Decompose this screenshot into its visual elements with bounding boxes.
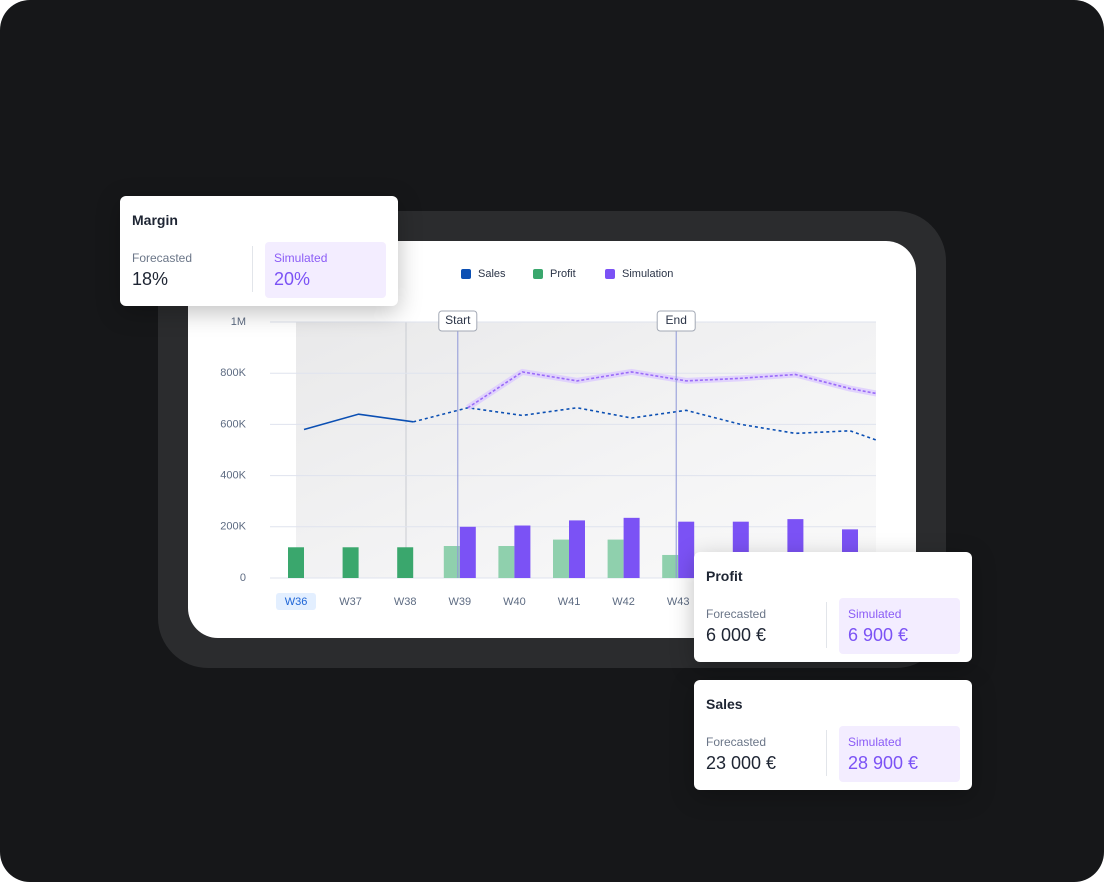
forecast-label: Forecasted [132, 251, 193, 265]
x-tick-label: W36 [285, 596, 308, 608]
y-tick-label: 200K [220, 521, 246, 533]
x-tick-label: W39 [448, 596, 471, 608]
marker-label: Start [445, 313, 471, 327]
profit-bar [342, 547, 359, 578]
simulation-bar [459, 526, 476, 578]
legend-label: Simulation [622, 268, 673, 280]
simulation-bar [514, 525, 531, 578]
card-title: Sales [706, 696, 743, 712]
divider [826, 730, 827, 776]
simulated-value: 28 900 € [848, 753, 919, 773]
simulated-label: Simulated [848, 735, 902, 749]
legend-label: Profit [550, 268, 576, 280]
simulated-box: Simulated 6 900 € [839, 598, 960, 654]
forecast-area [296, 322, 876, 578]
x-label-highlight [276, 593, 316, 610]
card-title: Profit [706, 568, 743, 584]
profit-bar [288, 547, 304, 578]
marker-label: End [666, 313, 687, 327]
legend-swatch [605, 269, 615, 279]
kpi-card: Profit Forecasted 6 000 € Simulated 6 900 € [694, 552, 972, 662]
legend-swatch [461, 269, 471, 279]
profit-bar [662, 554, 679, 578]
legend-swatch [533, 269, 543, 279]
simulated-label: Simulated [848, 607, 902, 621]
x-tick-label: W37 [339, 596, 362, 608]
profit-bar [553, 539, 569, 578]
x-tick-label: W43 [667, 596, 690, 608]
sales-line [303, 413, 414, 431]
card-title: Margin [132, 212, 178, 228]
divider [826, 602, 827, 648]
profit-bar [607, 539, 624, 578]
forecast-label: Forecasted [706, 735, 767, 749]
y-tick-label: 800K [220, 367, 246, 379]
x-tick-label: W38 [394, 596, 417, 608]
profit-bar [498, 546, 515, 578]
simulated-box: Simulated 20% [265, 242, 386, 298]
x-tick-label: W41 [558, 596, 581, 608]
y-tick-label: 600K [220, 418, 246, 430]
simulation-bar [569, 520, 585, 578]
y-tick-label: 1M [231, 316, 246, 328]
marker-box [438, 310, 478, 332]
sales-forecast-line [413, 406, 876, 441]
forecast-value: 18% [132, 269, 169, 289]
forecast-value: 23 000 € [706, 753, 777, 773]
x-tick-label: W40 [503, 596, 526, 608]
kpi-card: Sales Forecasted 23 000 € Simulated 28 900 € [694, 680, 972, 790]
simulated-label: Simulated [274, 251, 328, 265]
simulation-bar [678, 521, 695, 578]
simulated-box: Simulated 28 900 € [839, 726, 960, 782]
y-tick-label: 400K [220, 470, 246, 482]
kpi-card: Margin Forecasted 18% Simulated 20% [120, 196, 398, 306]
x-tick-label: W42 [612, 596, 635, 608]
profit-bar [397, 547, 414, 578]
simulated-value: 6 900 € [848, 625, 909, 645]
forecast-label: Forecasted [706, 607, 767, 621]
divider [252, 246, 253, 292]
legend-label: Sales [478, 268, 506, 280]
y-tick-label: 0 [240, 572, 246, 584]
simulation-bar [623, 517, 640, 578]
marker-box [656, 310, 696, 332]
simulation-line [467, 371, 876, 409]
profit-bar [443, 546, 460, 578]
simulated-value: 20% [274, 269, 311, 289]
forecast-value: 6 000 € [706, 625, 767, 645]
